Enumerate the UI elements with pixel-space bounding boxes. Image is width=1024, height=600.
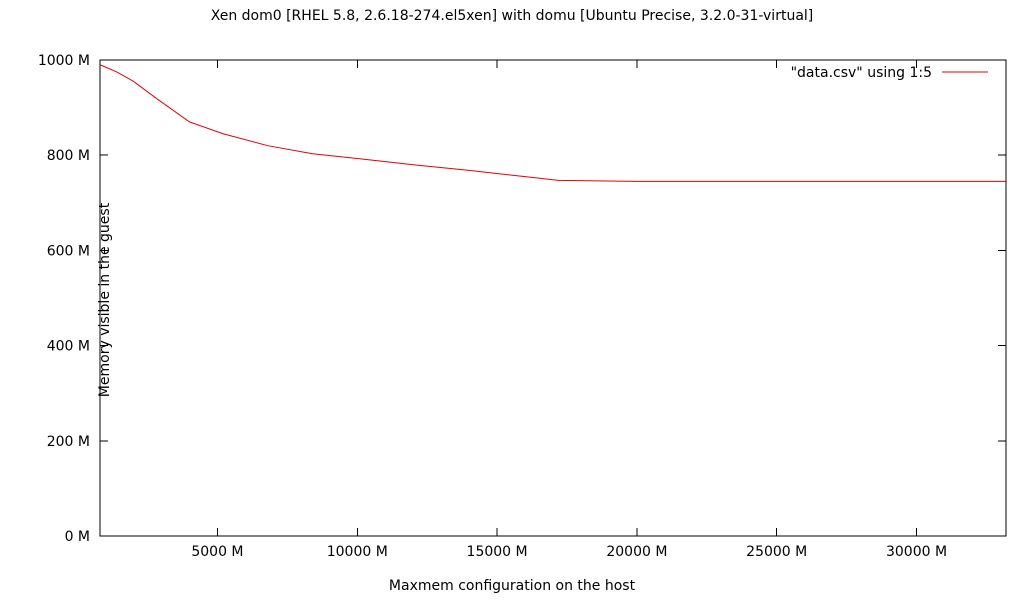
- plot-border: [100, 60, 1006, 536]
- chart-title: Xen dom0 [RHEL 5.8, 2.6.18-274.el5xen] w…: [0, 8, 1024, 24]
- y-tick-label: 600 M: [47, 243, 90, 259]
- y-tick-label: 200 M: [47, 434, 90, 450]
- x-tick-label: 25000 M: [746, 544, 807, 560]
- x-tick-label: 15000 M: [467, 544, 528, 560]
- x-tick-label: 20000 M: [606, 544, 667, 560]
- x-tick-label: 10000 M: [327, 544, 388, 560]
- chart-svg: 5000 M 10000 M 15000 M 20000 M 25000 M 30000 …: [0, 0, 1024, 600]
- data-line: [100, 65, 1006, 182]
- y-tick-label: 400 M: [47, 339, 90, 355]
- y-tick-label: 800 M: [47, 148, 90, 164]
- legend-label: "data.csv" using 1:5: [791, 65, 932, 81]
- y-tick-label: 0 M: [65, 529, 90, 545]
- x-axis-label: Maxmem configuration on the host: [0, 578, 1024, 594]
- x-tick-label: 5000 M: [191, 544, 243, 560]
- y-tick-label: 1000 M: [38, 53, 90, 69]
- x-tick-label: 30000 M: [886, 544, 947, 560]
- y-axis-label: Memory visible in the guest: [97, 203, 113, 397]
- line-chart: Xen dom0 [RHEL 5.8, 2.6.18-274.el5xen] w…: [0, 0, 1024, 600]
